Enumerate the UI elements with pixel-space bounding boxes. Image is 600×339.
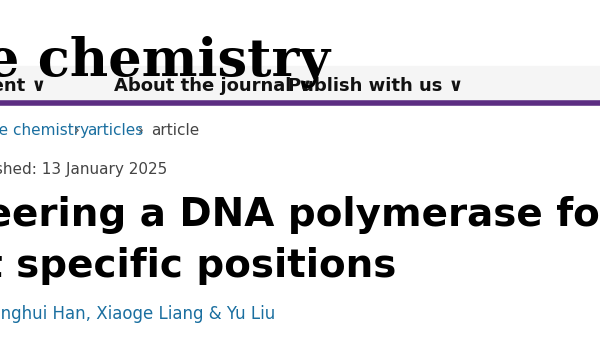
Text: Published: 13 January 2025: Published: 13 January 2025 [0,162,167,177]
Text: About the journal ∨: About the journal ∨ [114,77,312,96]
Text: ontent ∨: ontent ∨ [0,77,46,96]
Text: ›: › [69,123,85,138]
Text: at specific positions: at specific positions [0,247,397,285]
Text: Publish with us ∨: Publish with us ∨ [288,77,463,96]
Text: article: article [151,123,199,138]
Text: nature chemistry: nature chemistry [0,123,89,138]
Text: articles: articles [87,123,143,138]
Text: neering a DNA polymerase for modifying larg: neering a DNA polymerase for modifying l… [0,196,600,234]
Text: ›: › [133,123,149,138]
Text: re chemistry: re chemistry [0,36,330,87]
Text: , Zhanghui Han, Xiaoge Liang & Yu Liu: , Zhanghui Han, Xiaoge Liang & Yu Liu [0,304,275,323]
Bar [0,66,600,104]
